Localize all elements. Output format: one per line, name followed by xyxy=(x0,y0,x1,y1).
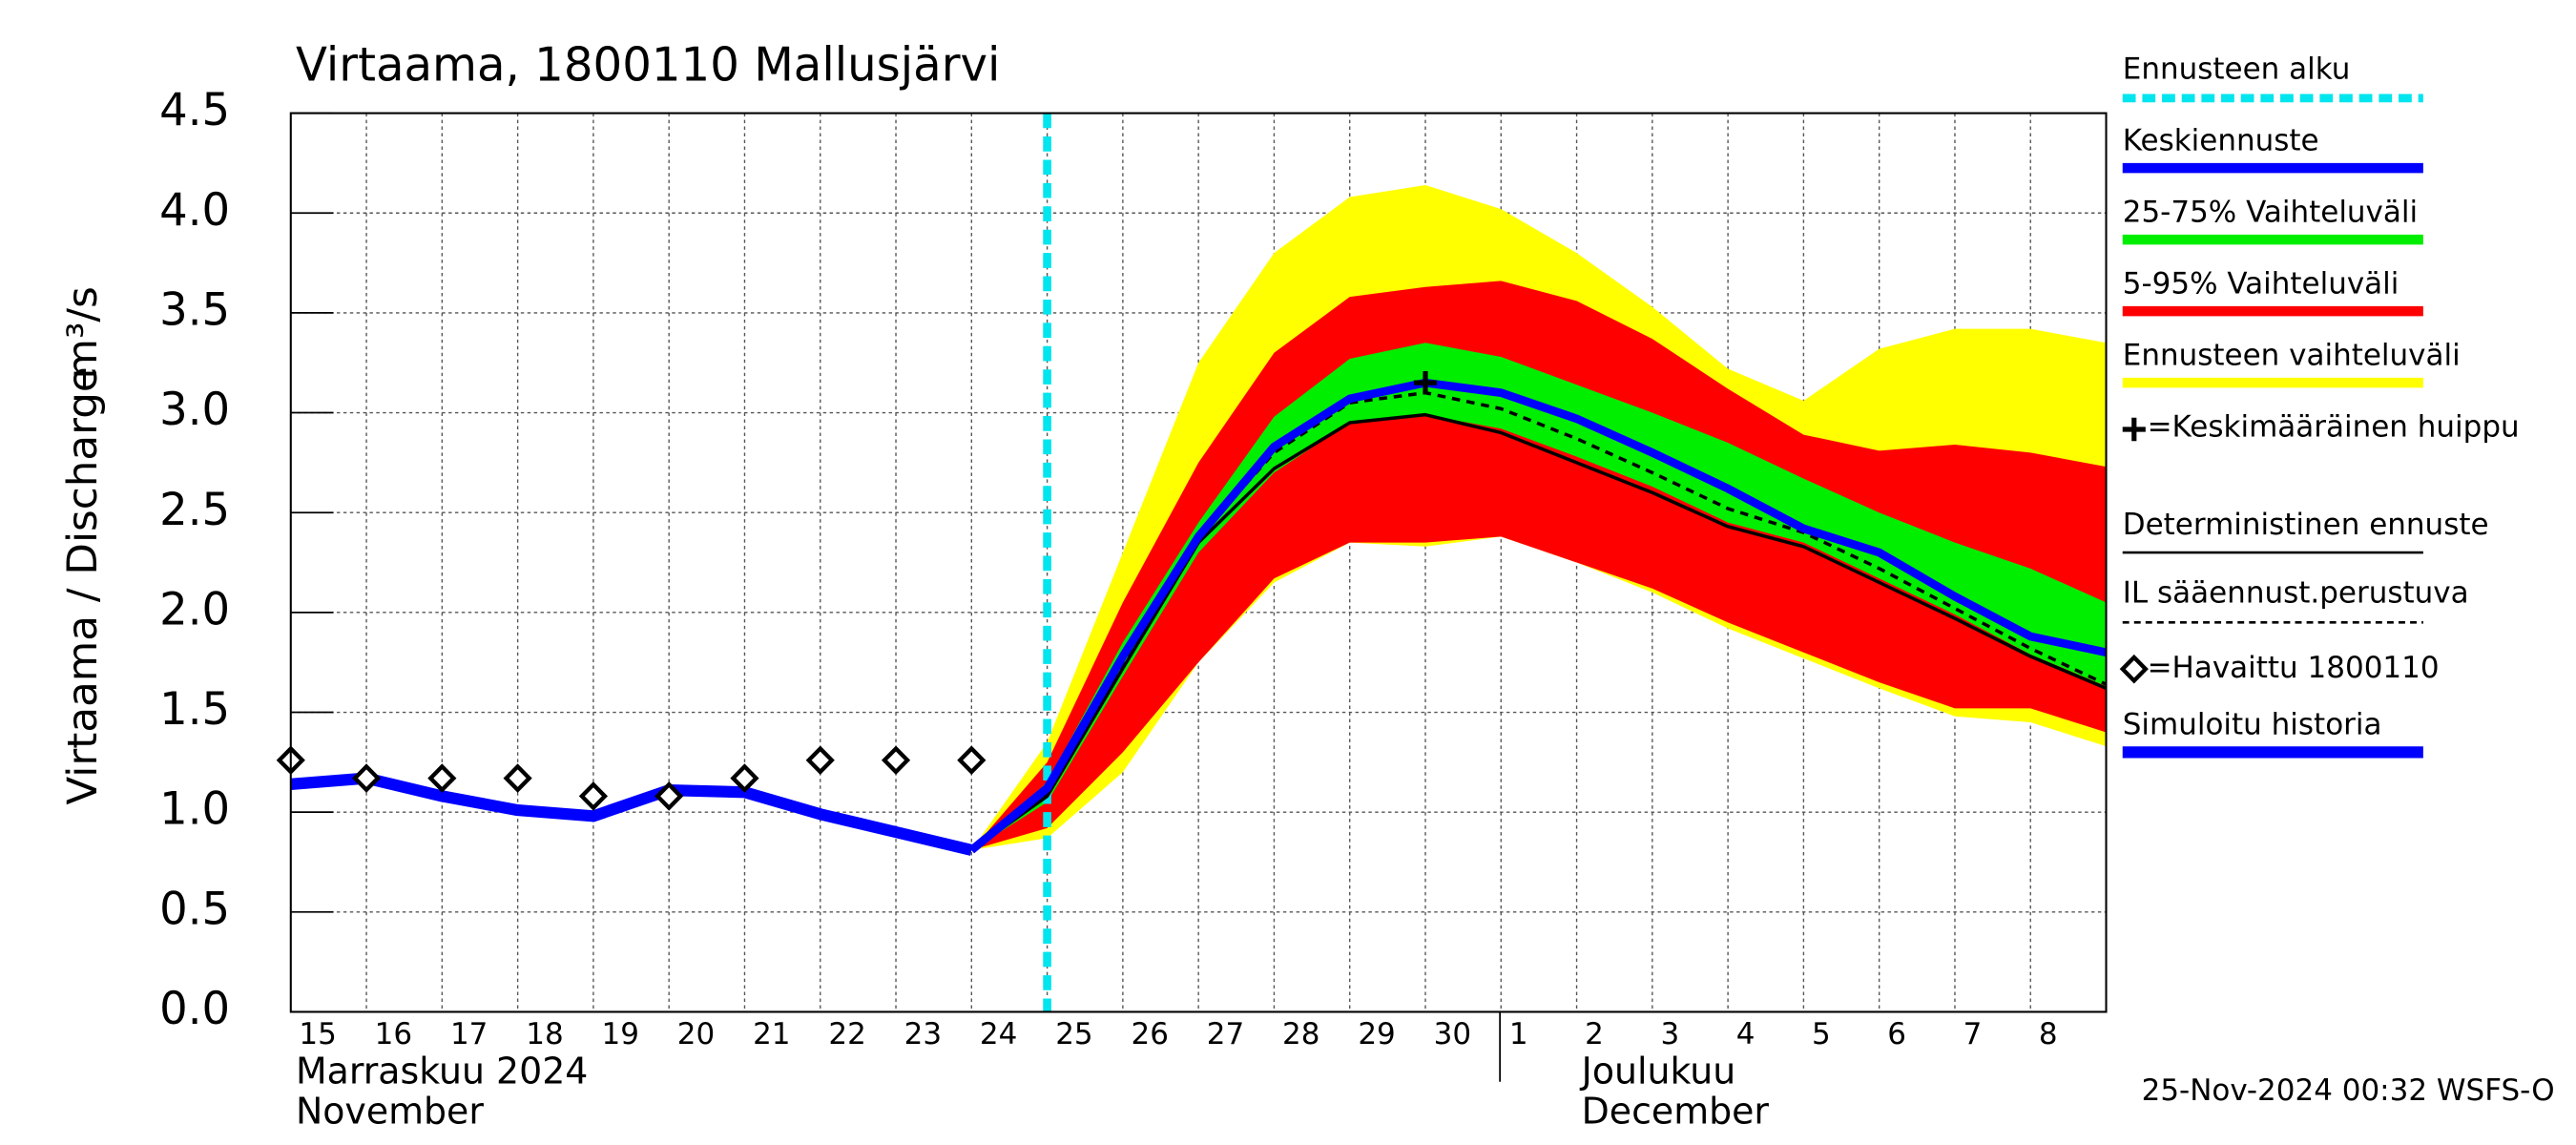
legend-label: Ennusteen vaihteluväli xyxy=(2123,338,2461,372)
legend-label: IL sääennust.perustuva xyxy=(2123,576,2469,611)
axes: 0.00.51.01.52.02.53.03.54.04.515 16 17 18 19… xyxy=(159,85,2057,1133)
x-tick-label: 21 xyxy=(753,1017,790,1051)
observed-point xyxy=(957,745,987,776)
series-line xyxy=(968,378,2108,854)
x-tick-label: 4 xyxy=(1736,1017,1755,1051)
observed-point xyxy=(503,763,532,793)
peak-marker xyxy=(1413,370,1438,395)
x-tick-label: 19 xyxy=(602,1017,639,1051)
x-tick-label: 22 xyxy=(828,1017,865,1051)
observed-point xyxy=(881,745,911,776)
x-tick-label: 20 xyxy=(677,1017,715,1051)
legend-label: Ennusteen alku xyxy=(2123,52,2351,86)
month-label: Joulukuu xyxy=(1580,1050,1736,1092)
month-label-en: November xyxy=(296,1090,484,1132)
observed-point xyxy=(351,763,382,793)
x-tick-label: 28 xyxy=(1282,1017,1319,1051)
x-tick-label: 23 xyxy=(904,1017,942,1051)
month-label: Marraskuu 2024 xyxy=(296,1050,588,1092)
y-axis-unit: m³/s xyxy=(59,286,107,379)
x-tick-label: 7 xyxy=(1963,1017,1983,1051)
x-tick-label: 30 xyxy=(1434,1017,1471,1051)
observed-point xyxy=(654,781,684,811)
x-tick-label: 25 xyxy=(1055,1017,1092,1051)
observed-point xyxy=(427,763,457,793)
y-tick-label: 1.5 xyxy=(159,684,230,736)
x-tick-label: 27 xyxy=(1207,1017,1244,1051)
x-tick-label: 24 xyxy=(980,1017,1017,1051)
legend: Ennusteen alku Keskiennuste 25-75% Vaihtel… xyxy=(2119,52,2520,759)
legend-peak-symbol xyxy=(2122,417,2146,442)
legend-label: =Havaittu 1800110 xyxy=(2148,651,2440,685)
legend-label: 25-75% Vaihteluväli xyxy=(2123,195,2418,229)
x-tick-label: 5 xyxy=(1812,1017,1831,1051)
x-tick-label: 6 xyxy=(1887,1017,1906,1051)
x-tick-label: 16 xyxy=(375,1017,412,1051)
legend-label: Simuloitu historia xyxy=(2123,707,2382,741)
legend-label: Deterministinen ennuste xyxy=(2123,508,2489,542)
x-tick-label: 17 xyxy=(450,1017,488,1051)
series-line xyxy=(290,772,973,856)
legend-label: =Keskimääräinen huippu xyxy=(2148,409,2520,444)
y-tick-label: 1.0 xyxy=(159,783,230,835)
y-axis-label: Virtaama / Discharge xyxy=(59,366,107,804)
observed-point xyxy=(730,763,759,793)
x-tick-label: 18 xyxy=(526,1017,563,1051)
footer: 25-Nov-2024 00:32 WSFS-O xyxy=(2142,1073,2555,1108)
legend-label: Keskiennuste xyxy=(2123,123,2319,157)
x-tick-label: 3 xyxy=(1660,1017,1679,1051)
x-tick-label: 29 xyxy=(1358,1017,1395,1051)
band xyxy=(971,281,2107,850)
observed-point xyxy=(805,745,835,776)
y-tick-label: 3.0 xyxy=(159,385,230,436)
x-tick-label: 1 xyxy=(1509,1017,1528,1051)
y-tick-label: 2.5 xyxy=(159,485,230,536)
y-tick-label: 4.5 xyxy=(159,85,230,136)
x-tick-label: 26 xyxy=(1131,1017,1168,1051)
x-tick-label: 8 xyxy=(2039,1017,2058,1051)
legend-label: 5-95% Vaihteluväli xyxy=(2123,266,2399,301)
y-tick-label: 3.5 xyxy=(159,284,230,336)
y-tick-label: 2.0 xyxy=(159,584,230,635)
plot-frame xyxy=(289,112,2108,1013)
chart-title: Virtaama, 1800110 Mallusjärvi xyxy=(296,38,1000,92)
legend-observed-symbol xyxy=(2119,654,2149,684)
observed-point xyxy=(578,781,609,811)
plot xyxy=(276,113,2108,1012)
x-tick-label: 2 xyxy=(1585,1017,1604,1051)
y-tick-label: 0.5 xyxy=(159,884,230,935)
series-line xyxy=(970,412,2108,852)
x-tick-label: 15 xyxy=(299,1017,336,1051)
y-tick-label: 4.0 xyxy=(159,185,230,237)
y-tick-label: 0.0 xyxy=(159,984,230,1035)
month-label-en: December xyxy=(1582,1090,1770,1132)
